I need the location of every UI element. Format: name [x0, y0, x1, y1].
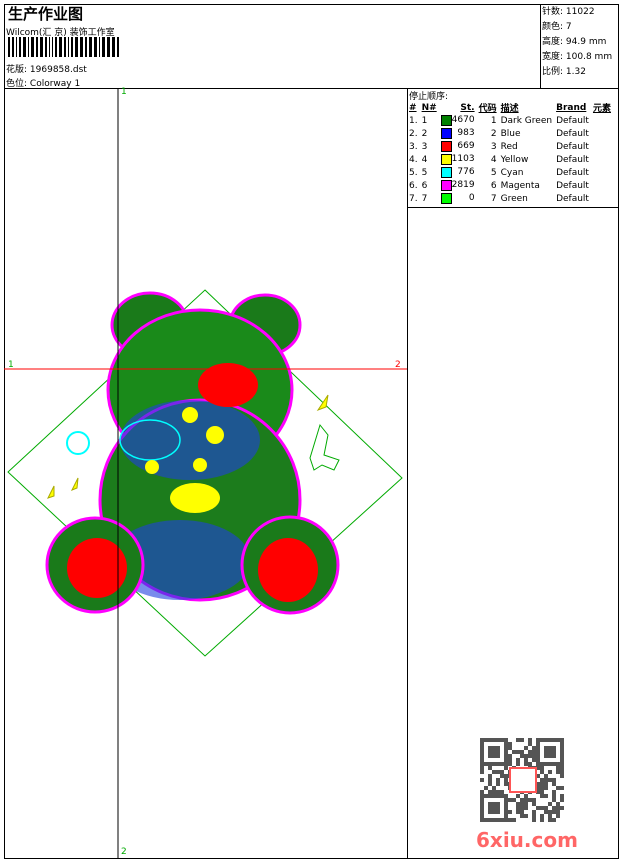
color-description: Blue — [500, 128, 521, 139]
element — [591, 179, 613, 192]
flower-motif — [66, 431, 90, 455]
row-index: 1. — [409, 115, 418, 126]
color-swatch — [440, 193, 452, 204]
color-code: 1 — [490, 115, 497, 126]
stitch-count: 669 — [439, 140, 477, 153]
design-canvas — [4, 88, 407, 858]
color-description: Yellow — [500, 154, 529, 165]
column-header: N# — [421, 102, 437, 113]
element — [591, 114, 613, 127]
column-header: 元素 — [592, 104, 611, 114]
table-row: 4. 4 1103 4 Yellow Default — [407, 153, 613, 166]
color-code: 5 — [490, 167, 497, 178]
stitch-count: 983 — [439, 127, 477, 140]
brand: Default — [556, 180, 589, 191]
stop-sequence-title: 停止顺序: — [409, 92, 449, 102]
color-swatch — [440, 128, 452, 139]
needle-number: 4 — [421, 154, 428, 165]
crosshair-h-left-label: 1 — [8, 360, 14, 370]
brand: Default — [556, 193, 589, 204]
stitch-count: 1103 — [439, 153, 477, 166]
needle-number: 6 — [421, 180, 428, 191]
element — [591, 127, 613, 140]
stop-table-box — [407, 88, 619, 208]
row-index: 7. — [409, 193, 418, 204]
crosshair-h-right-label: 2 — [395, 360, 401, 370]
company-name: Wilcom(汇 京) 装饰工作室 — [6, 28, 115, 38]
row-index: 6. — [409, 180, 418, 191]
color-code: 6 — [490, 180, 497, 191]
row-index: 4. — [409, 154, 418, 165]
brand: Default — [556, 115, 589, 126]
needle-number: 1 — [421, 115, 428, 126]
needle-number: 2 — [421, 128, 428, 139]
needle-number: 5 — [421, 167, 428, 178]
color-swatch — [440, 167, 452, 178]
qr-code — [480, 738, 564, 822]
column-header: # — [409, 102, 417, 113]
column-header: 描述 — [500, 104, 519, 114]
color-code: 4 — [490, 154, 497, 165]
color-description: Red — [500, 141, 518, 152]
stitch-count: 2819 — [439, 179, 477, 192]
barcode — [8, 37, 119, 57]
color-description: Dark Green — [500, 115, 553, 126]
clover-motif — [309, 423, 340, 471]
element — [591, 192, 613, 205]
crosshair-v-bottom-label: 2 — [121, 847, 127, 857]
color-code: 3 — [490, 141, 497, 152]
brand: Default — [556, 167, 589, 178]
crosshair-v-top-label: 1 — [121, 87, 127, 97]
table-row: 7. 7 0 7 Green Default — [407, 192, 613, 205]
column-header: St. — [460, 102, 475, 113]
table-row: 2. 2 983 2 Blue Default — [407, 127, 613, 140]
info-stitches: 针数: 11022 — [542, 7, 595, 17]
column-header: 代码 — [478, 104, 497, 114]
row-index: 5. — [409, 167, 418, 178]
diamond-outline — [7, 289, 403, 657]
color-code: 7 — [490, 193, 497, 204]
color-description: Magenta — [500, 180, 540, 191]
element — [591, 153, 613, 166]
color-description: Cyan — [500, 167, 524, 178]
table-row: 1. 1 4670 1 Dark Green Default — [407, 114, 613, 127]
color-description: Green — [500, 193, 528, 204]
info-scale: 比例: 1.32 — [542, 67, 586, 77]
info-height: 高度: 94.9 mm — [542, 37, 607, 47]
element — [591, 140, 613, 153]
stitch-count: 0 — [439, 192, 477, 205]
needle-number: 7 — [421, 193, 428, 204]
element — [591, 166, 613, 179]
stop-sequence-table: # N# St. 代码 描述 Brand 元素 1. 1 4670 1 Dark Green Defa… — [407, 101, 613, 205]
leaf-motifs — [47, 394, 329, 499]
color-swatch — [440, 154, 452, 165]
bear-embroidery — [45, 291, 340, 615]
colorway: 色位: Colorway 1 — [6, 79, 81, 89]
stitch-count: 776 — [439, 166, 477, 179]
table-row: 3. 3 669 3 Red Default — [407, 140, 613, 153]
needle-number: 3 — [421, 141, 428, 152]
info-colors: 颜色: 7 — [542, 22, 572, 32]
info-width: 宽度: 100.8 mm — [542, 52, 613, 62]
brand: Default — [556, 154, 589, 165]
row-index: 3. — [409, 141, 418, 152]
design-file: 花版: 1969858.dst — [6, 65, 87, 75]
color-swatch — [440, 115, 452, 126]
info-list: 针数: 11022 颜色: 7 高度: 94.9 mm 宽度: 100.8 mm… — [542, 5, 612, 80]
row-index: 2. — [409, 128, 418, 139]
brand: Default — [556, 128, 589, 139]
color-swatch — [440, 141, 452, 152]
color-swatch — [440, 180, 452, 191]
column-header: Brand — [556, 102, 587, 113]
table-row: 5. 5 776 5 Cyan Default — [407, 166, 613, 179]
brand: Default — [556, 141, 589, 152]
table-row: 6. 6 2819 6 Magenta Default — [407, 179, 613, 192]
color-code: 2 — [490, 128, 497, 139]
watermark-logo: 6xiu.com — [476, 828, 578, 852]
page-title: 生产作业图 — [8, 5, 84, 23]
stitch-count: 4670 — [439, 114, 477, 127]
